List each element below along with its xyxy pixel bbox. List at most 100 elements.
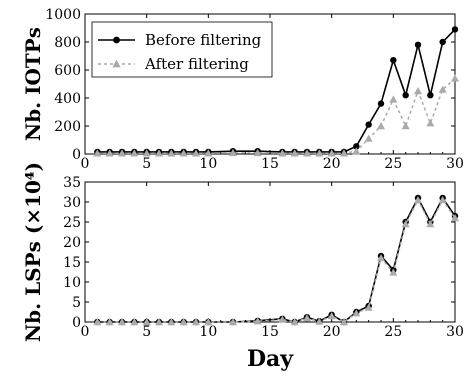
x-axis-label: Day	[247, 346, 294, 372]
x-tick-label: 10	[199, 156, 217, 172]
x-tick-label: 15	[261, 324, 279, 340]
data-point	[118, 318, 126, 326]
data-point	[105, 318, 114, 326]
data-point	[303, 314, 311, 322]
x-tick-label: 25	[384, 324, 402, 340]
data-point	[93, 318, 102, 326]
series-before	[94, 194, 459, 326]
data-point	[155, 318, 163, 326]
y-tick-label: 600	[54, 63, 81, 79]
data-point	[327, 312, 336, 320]
data-point	[365, 121, 372, 128]
y-tick-label: 1000	[45, 7, 81, 23]
data-point	[278, 315, 287, 323]
data-point	[130, 149, 139, 157]
x-tick-label: 25	[384, 156, 402, 172]
data-point	[167, 318, 176, 326]
data-point	[438, 85, 447, 93]
data-point	[278, 149, 287, 157]
x-tick-label: 5	[142, 324, 151, 340]
data-point	[451, 214, 459, 222]
data-point	[353, 143, 360, 150]
data-point	[130, 318, 139, 326]
data-point	[352, 147, 361, 155]
data-point	[142, 318, 151, 326]
data-point	[142, 149, 151, 157]
data-point	[377, 122, 385, 130]
y-tick-label: 0	[72, 315, 81, 331]
y-tick-label: 20	[63, 235, 81, 251]
data-point	[438, 196, 447, 204]
data-point	[414, 41, 422, 48]
data-point	[303, 149, 311, 157]
data-point	[364, 303, 373, 311]
legend-label: Before filtering	[145, 31, 262, 49]
data-point	[377, 100, 385, 107]
legend-marker	[112, 59, 121, 68]
data-point	[93, 149, 102, 157]
series-after-filtering	[93, 74, 459, 157]
data-point	[204, 318, 213, 326]
y-axis-label: Nb. IOTPs	[21, 27, 45, 141]
data-point	[290, 149, 299, 157]
y-axis-label: Nb. LSPs (×10⁴)	[21, 162, 45, 342]
data-point	[427, 92, 434, 99]
data-point	[389, 95, 398, 103]
data-point	[340, 318, 348, 326]
x-tick-label: 30	[446, 156, 464, 172]
legend-marker	[113, 36, 120, 44]
y-tick-label: 15	[63, 255, 81, 271]
data-point	[352, 309, 361, 317]
data-point	[426, 119, 435, 127]
data-point	[364, 134, 373, 142]
legend-label: After filtering	[144, 55, 249, 73]
y-tick-label: 35	[63, 175, 81, 191]
x-tick-label: 0	[81, 324, 90, 340]
series-line	[97, 196, 456, 323]
y-tick-label: 200	[54, 119, 81, 135]
y-tick-label: 800	[54, 35, 81, 51]
data-point	[327, 149, 336, 157]
data-point	[179, 318, 188, 326]
data-point	[105, 149, 114, 157]
data-point	[155, 149, 163, 157]
series-line	[97, 77, 456, 155]
x-tick-label: 20	[323, 324, 341, 340]
data-point	[414, 87, 422, 95]
data-point	[414, 196, 422, 204]
data-point	[377, 254, 385, 262]
data-point	[179, 149, 188, 157]
legend: Before filtering After filtering	[91, 21, 273, 78]
data-point	[253, 317, 262, 325]
data-point	[229, 148, 237, 157]
data-point	[192, 318, 200, 326]
legend-box	[91, 21, 273, 78]
data-point	[290, 318, 299, 326]
data-point	[253, 148, 262, 157]
y-tick-label: 5	[72, 295, 81, 311]
data-point	[401, 122, 410, 130]
x-tick-label: 10	[199, 324, 217, 340]
x-tick-label: 30	[446, 324, 464, 340]
data-point	[402, 92, 409, 99]
data-point	[340, 149, 348, 157]
data-point	[401, 220, 410, 228]
data-point	[315, 149, 324, 157]
data-point	[204, 149, 213, 157]
x-tick-label: 5	[142, 156, 151, 172]
data-point	[118, 149, 126, 157]
series-line	[97, 198, 456, 323]
data-point	[390, 57, 397, 64]
data-point	[389, 268, 398, 276]
data-point	[439, 38, 446, 46]
data-point	[426, 220, 435, 228]
x-tick-label: 0	[81, 156, 90, 172]
data-point	[167, 149, 176, 157]
y-tick-label: 10	[63, 275, 81, 291]
data-point	[451, 74, 459, 82]
x-tick-label: 20	[323, 156, 341, 172]
